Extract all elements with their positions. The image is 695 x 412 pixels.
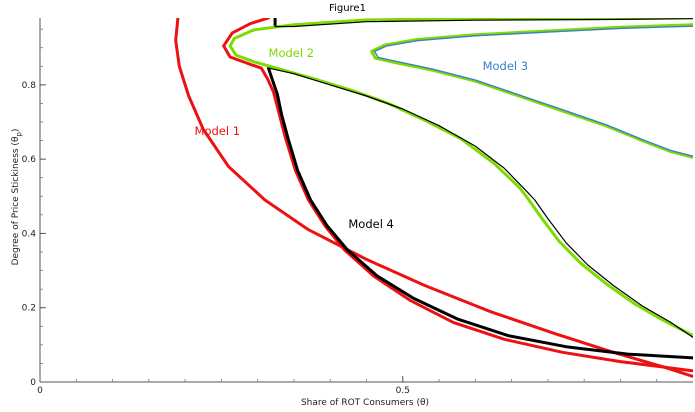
x-tick-label: 0.5: [396, 386, 410, 396]
axes: 0 0.5 0 0.2 0.4 0.6 0.8: [22, 18, 693, 396]
model-1-label: Model 1: [195, 124, 241, 138]
series-labels: Model 1 Model 2 Model 3 Model 4: [195, 46, 529, 231]
model-4-line-0: [267, 66, 693, 360]
model-2-label: Model 2: [269, 46, 315, 60]
y-tick-label: 0: [30, 378, 36, 388]
y-tick-label: 0.8: [22, 81, 37, 91]
model-1-line-1: [222, 18, 693, 373]
y-axis-label: Degree of Price Stickiness (θp): [11, 129, 23, 266]
y-axis-label-close: ): [11, 129, 21, 133]
boundary-outline-line-1: [267, 67, 693, 338]
x-axis-label-group: Share of ROT Consumers (θ): [301, 398, 429, 408]
y-tick-label: 0.4: [22, 229, 37, 239]
model-1-line-0: [174, 18, 693, 378]
window-title: Figure1: [329, 3, 366, 14]
model-3-label: Model 3: [483, 59, 529, 73]
model-2-line-1: [370, 23, 693, 159]
y-axis-label-group: Degree of Price Stickiness (θp): [11, 129, 23, 266]
x-axis-label: Share of ROT Consumers (θ): [301, 398, 429, 408]
boundary-outline-line-0: [274, 18, 693, 28]
model-4-label: Model 4: [348, 217, 394, 231]
plot-background: [40, 18, 693, 382]
series-group: [174, 18, 693, 378]
y-tick-label: 0.6: [22, 155, 37, 165]
plot-area: [40, 18, 693, 382]
y-axis-label-subscript: p: [15, 132, 23, 137]
y-tick-label: 0.2: [22, 304, 36, 314]
y-axis-label-main: Degree of Price Stickiness (θ: [11, 136, 21, 265]
model-3-line-0: [373, 25, 693, 157]
x-tick-label: 0: [37, 386, 43, 396]
